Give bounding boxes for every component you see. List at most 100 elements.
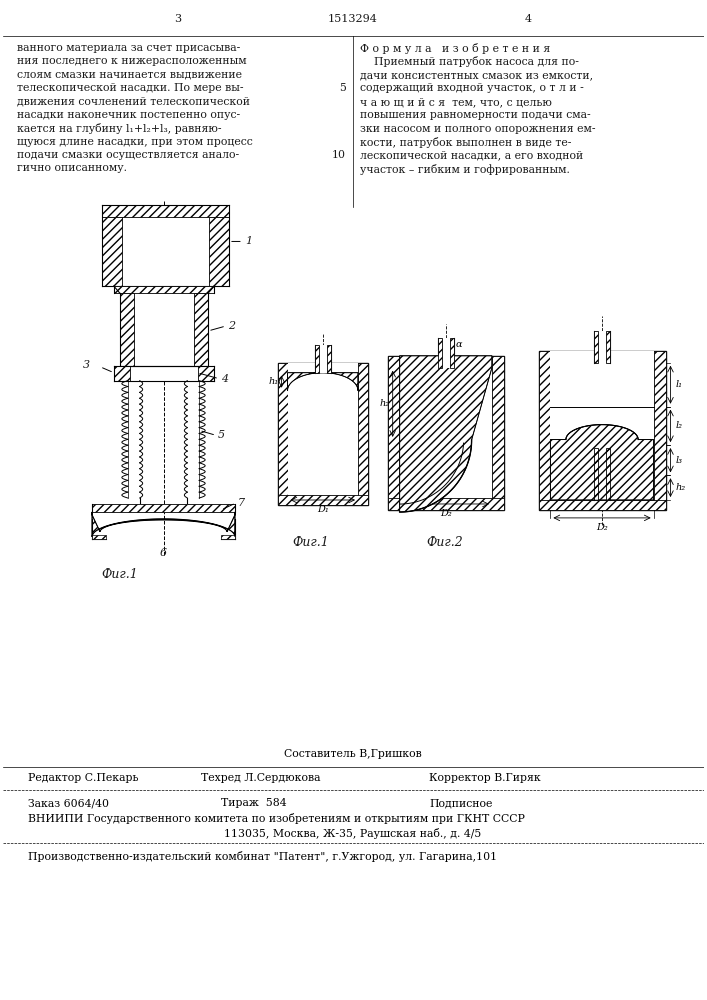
Text: D₂: D₂ [440, 509, 452, 518]
Text: кости, патрубок выполнен в виде те-: кости, патрубок выполнен в виде те- [360, 137, 571, 148]
Text: 10: 10 [332, 150, 346, 160]
Bar [278, 363, 288, 505]
Bar [209, 217, 229, 286]
Text: дачи консистентных смазок из емкости,: дачи консистентных смазок из емкости, [360, 70, 593, 80]
Text: Техред Л.Сердюкова: Техред Л.Сердюкова [201, 773, 321, 783]
Bar [606, 448, 610, 500]
Text: D₁: D₁ [317, 505, 329, 514]
Text: Производственно-издательский комбинат "Патент", г.Ужгород, ул. Гагарина,101: Производственно-издательский комбинат "П… [28, 851, 497, 862]
Bar [438, 338, 442, 368]
Bar [278, 363, 368, 505]
Text: ния последнего к нижерасположенным: ния последнего к нижерасположенным [17, 56, 246, 66]
Text: Фиг.1: Фиг.1 [102, 568, 139, 581]
Text: Редактор С.Пекарь: Редактор С.Пекарь [28, 773, 138, 783]
Bar [594, 331, 598, 363]
Bar [198, 366, 214, 381]
Text: подачи смазки осуществляется анало-: подачи смазки осуществляется анало- [17, 150, 239, 160]
Bar [358, 363, 368, 505]
Text: слоям смазки начинается выдвижение: слоям смазки начинается выдвижение [17, 69, 242, 79]
Text: лескопической насадки, а его входной: лескопической насадки, а его входной [360, 150, 583, 160]
Bar [327, 345, 331, 373]
Bar [122, 217, 209, 286]
Bar [442, 338, 450, 368]
Bar [114, 366, 130, 381]
Text: D₂: D₂ [596, 523, 608, 532]
Bar [130, 366, 198, 381]
Text: Фиг.1: Фиг.1 [292, 536, 329, 549]
Text: h₁: h₁ [269, 377, 279, 386]
Text: ванного материала за счет присасыва-: ванного материала за счет присасыва- [17, 43, 240, 53]
Bar [114, 286, 214, 293]
Text: 113035, Москва, Ж-35, Раушская наб., д. 4/5: 113035, Москва, Ж-35, Раушская наб., д. … [224, 828, 481, 839]
Text: 3: 3 [174, 14, 181, 24]
Polygon shape [551, 425, 654, 500]
Text: ВНИИПИ Государственного комитета по изобретениям и открытиям при ГКНТ СССР: ВНИИПИ Государственного комитета по изоб… [28, 813, 525, 824]
Bar [92, 504, 235, 512]
Text: l₂: l₂ [675, 421, 682, 430]
Text: зки насосом и полного опорожнения ем-: зки насосом и полного опорожнения ем- [360, 124, 595, 134]
Text: 5: 5 [339, 83, 346, 93]
Bar [387, 498, 504, 510]
Bar [387, 356, 399, 510]
Bar [387, 356, 504, 510]
Bar [319, 345, 327, 373]
Text: Заказ 6064/40: Заказ 6064/40 [28, 798, 109, 808]
Text: Фиг.2: Фиг.2 [426, 536, 462, 549]
Polygon shape [92, 512, 235, 537]
Bar [194, 293, 208, 366]
Text: движения сочленений телескопической: движения сочленений телескопической [17, 96, 250, 106]
Text: α: α [456, 340, 462, 349]
Polygon shape [288, 373, 358, 391]
Bar [102, 217, 122, 286]
Bar [450, 338, 454, 368]
Text: h₂: h₂ [380, 399, 390, 408]
Text: Тираж  584: Тираж 584 [221, 798, 286, 808]
Text: 2: 2 [228, 321, 235, 331]
Text: 1: 1 [245, 236, 252, 246]
Text: Корректор В.Гиряк: Корректор В.Гиряк [429, 773, 541, 783]
Text: Подписное: Подписное [429, 798, 493, 808]
Text: повышения равномерности подачи сма-: повышения равномерности подачи сма- [360, 110, 590, 120]
Text: Приемный патрубок насоса для по-: Приемный патрубок насоса для по- [360, 56, 579, 67]
Bar [278, 495, 368, 505]
Bar [594, 448, 598, 500]
Bar [606, 331, 610, 363]
Text: телескопической насадки. По мере вы-: телескопической насадки. По мере вы- [17, 83, 243, 93]
Text: кается на глубину l₁+l₂+l₃, равняю-: кается на глубину l₁+l₂+l₃, равняю- [17, 123, 221, 134]
Text: 6: 6 [160, 548, 167, 558]
Text: Составитель В,Гришков: Составитель В,Гришков [284, 749, 422, 759]
Bar [134, 293, 194, 366]
Bar [598, 448, 606, 500]
Text: участок – гибким и гофрированным.: участок – гибким и гофрированным. [360, 164, 570, 175]
Text: гично описанному.: гично описанному. [17, 163, 127, 173]
Bar [539, 500, 665, 510]
Text: l₃: l₃ [675, 456, 682, 465]
Polygon shape [399, 356, 492, 512]
Text: содержащий входной участок, о т л и -: содержащий входной участок, о т л и - [360, 83, 584, 93]
Text: насадки наконечник постепенно опус-: насадки наконечник постепенно опус- [17, 110, 240, 120]
Text: Ф о р м у л а   и з о б р е т е н и я: Ф о р м у л а и з о б р е т е н и я [360, 43, 550, 54]
Bar [598, 331, 606, 363]
Text: 1513294: 1513294 [328, 14, 378, 24]
Bar [315, 345, 319, 373]
Text: щуюся длине насадки, при этом процесс: щуюся длине насадки, при этом процесс [17, 137, 252, 147]
Bar [654, 351, 665, 510]
Bar [92, 535, 106, 539]
Bar [221, 535, 235, 539]
Bar [551, 351, 654, 500]
Bar [539, 351, 551, 510]
Bar [102, 205, 229, 217]
Text: l₁: l₁ [675, 380, 682, 389]
Text: 7: 7 [238, 498, 245, 508]
Text: 4: 4 [221, 374, 228, 384]
Text: h₂: h₂ [675, 483, 686, 492]
Bar [120, 293, 134, 366]
Text: 3: 3 [83, 360, 90, 370]
Bar [288, 363, 358, 495]
Bar [539, 351, 665, 510]
Text: 5: 5 [218, 430, 226, 440]
Bar [492, 356, 504, 510]
Text: ч а ю щ и й с я  тем, что, с целью: ч а ю щ и й с я тем, что, с целью [360, 97, 552, 107]
Text: 4: 4 [525, 14, 532, 24]
Bar [399, 356, 492, 498]
